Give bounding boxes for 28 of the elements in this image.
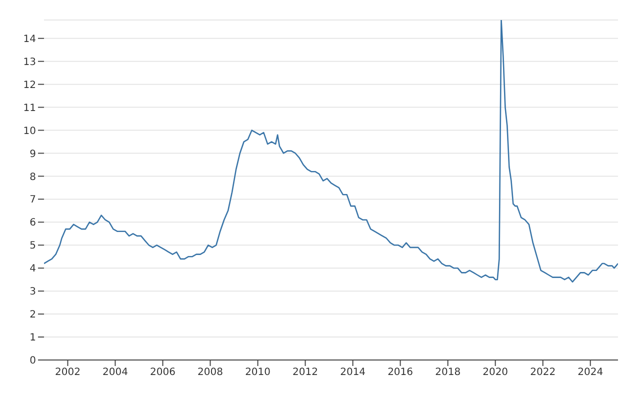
y-tick-label: 2 <box>30 310 36 321</box>
y-tick-label: 8 <box>30 172 36 183</box>
x-tick-label: 2020 <box>482 367 508 378</box>
y-tick-label: 1 <box>30 332 36 344</box>
y-tick-label: 7 <box>30 194 36 206</box>
y-tick-label: 6 <box>30 218 36 229</box>
x-tick-label: 2004 <box>102 367 128 378</box>
x-tick-label: 2010 <box>245 367 271 378</box>
x-tick-label: 2018 <box>435 367 461 378</box>
x-tick-label: 2012 <box>292 367 318 378</box>
y-tick-label: 12 <box>23 80 36 91</box>
y-tick-label: 11 <box>23 102 36 114</box>
y-tick-label: 14 <box>23 34 36 45</box>
x-tick-label: 2006 <box>150 367 176 378</box>
y-tick-label: 9 <box>30 148 36 160</box>
y-tick-label: 13 <box>23 56 36 68</box>
x-tick-label: 2022 <box>530 367 556 378</box>
y-tick-label: 5 <box>30 240 36 252</box>
y-tick-label: 3 <box>30 286 36 298</box>
x-tick-label: 2008 <box>198 367 223 378</box>
y-tick-label: 4 <box>30 264 36 275</box>
y-tick-label: 10 <box>23 126 36 137</box>
x-tick-label: 2024 <box>578 367 604 378</box>
y-tick-label: 0 <box>30 356 36 367</box>
x-tick-label: 2016 <box>388 367 414 378</box>
x-tick-label: 2014 <box>340 367 366 378</box>
x-tick-label: 2002 <box>55 367 80 378</box>
line-series <box>44 20 618 283</box>
